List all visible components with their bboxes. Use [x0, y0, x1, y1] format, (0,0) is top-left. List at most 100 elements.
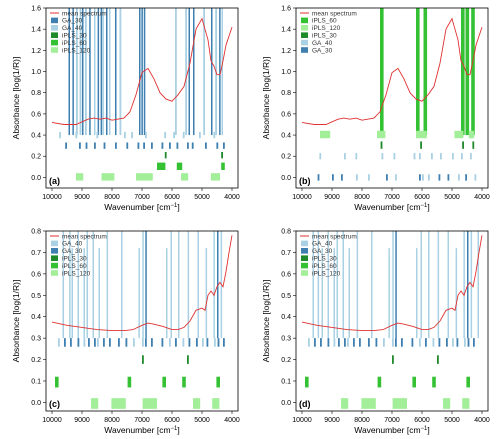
panel-0: 0.0 0.2 0.4 0.6 0.8 1.0 1.2 1.4 1.6 10000 9000 8000… [11, 6, 240, 213]
band-ga-30-1-2 [82, 8, 84, 136]
panel-1: 0.0 0.2 0.4 0.6 0.8 1.0 1.2 1.4 1.6 10000 9000 8000… [261, 6, 490, 213]
band-ga-40-0-1 [79, 8, 82, 136]
legend-swatch [301, 47, 308, 53]
band-ga-40-2-0 [59, 131, 61, 139]
band-ga-30-1-12 [193, 8, 195, 136]
band-ga-30-4-1 [320, 338, 322, 347]
y-tick-label: 0.8 [281, 229, 291, 236]
band-ga-40-2-2 [98, 248, 100, 339]
band-ga-40-0-7 [175, 8, 177, 136]
x-tick-label: 8000 [354, 417, 370, 424]
legend-entry: GA_30 [312, 47, 333, 54]
y-tick-label: 0.2 [281, 357, 291, 364]
band-ga-30-3-17 [223, 142, 225, 149]
band-ga-40-3-8 [214, 338, 216, 347]
legend-swatch [301, 17, 308, 24]
band-ga-40-0-4 [102, 8, 104, 136]
band-ipls-30-2-2 [462, 141, 464, 149]
band-ga-40-2-6 [164, 131, 166, 139]
band-ga-40-2-10 [213, 131, 216, 139]
legend-entry: mean spectrum [62, 233, 107, 240]
panel-label: (b) [299, 176, 311, 186]
band-ipls-60-6-1 [377, 376, 382, 388]
band-ga-40-2-3 [388, 248, 390, 339]
band-ipls-30-5-0 [392, 355, 394, 364]
x-axis-title: Wavenumber [cm−1] [354, 202, 430, 212]
band-ga-30-4-14 [196, 338, 198, 347]
band-ipls-60-0-2 [423, 8, 428, 136]
band-ga-40-5-1 [368, 174, 370, 181]
band-ga-30-4-9 [145, 338, 147, 347]
band-ga-40-3-0 [319, 153, 322, 160]
band-ga-40-0-2 [85, 8, 87, 136]
y-tick-label: 0.8 [281, 90, 291, 97]
band-ipls-30-4-1 [221, 152, 223, 159]
band-ga-30-4-16 [467, 338, 470, 347]
legend-swatch [301, 270, 308, 276]
legend-swatch [51, 255, 58, 261]
y-axis-title: Absorbance [log(1/R)] [261, 57, 271, 140]
band-ga-40-3-6 [419, 153, 421, 160]
band-ga-30-1-1 [72, 8, 74, 136]
band-ga-40-0-12 [213, 231, 215, 339]
band-ga-40-0-0 [312, 231, 314, 339]
band-ga-40-2-1 [333, 248, 335, 339]
legend-entry: iPLS_60 [62, 40, 87, 47]
y-tick-label: 0.6 [281, 111, 291, 118]
y-tick-label: 0.2 [31, 154, 41, 161]
band-ga-40-3-4 [393, 153, 396, 160]
band-ipls-120-1-1 [377, 130, 386, 139]
x-tick-label: 5000 [444, 417, 460, 424]
band-ga-40-2-5 [205, 248, 208, 339]
band-ga-30-3-0 [65, 142, 67, 149]
panel-2: 0.0 0.1 0.2 0.3 0.4 0.5 0.6 0.7 0.8 10000 9000 8000… [11, 229, 240, 436]
band-ga-40-3-4 [142, 338, 144, 347]
band-ipls-120-6-2 [136, 173, 153, 181]
band-ga-30-3-1 [79, 142, 81, 149]
band-ga-30-1-8 [139, 8, 141, 136]
band-ga-30-3-2 [85, 142, 88, 149]
x-tick-label: 5000 [444, 194, 460, 201]
band-ga-30-3-16 [216, 142, 219, 149]
band-ipls-60-0-4 [465, 8, 470, 136]
band-ga-40-0-6 [119, 8, 122, 136]
band-ga-30-4-2 [77, 338, 80, 347]
band-ipls-120-6-1 [101, 173, 115, 181]
band-ga-30-4-17 [223, 338, 225, 347]
band-ga-30-4-6 [447, 174, 450, 181]
band-ga-40-5-6 [474, 174, 477, 181]
legend: mean spectrumGA_40GA_30iPLS_30iPLS_60iPL… [300, 233, 357, 277]
band-ga-40-5-2 [395, 174, 397, 181]
band-ga-30-1-0 [145, 231, 147, 339]
legend-swatch [51, 39, 58, 46]
band-ga-40-3-0 [58, 338, 60, 347]
band-ga-40-0-4 [92, 231, 94, 339]
y-tick-label: 0.3 [281, 336, 291, 343]
band-ga-40-0-8 [420, 231, 422, 339]
band-ga-40-0-14 [477, 231, 479, 339]
x-tick-label: 6000 [414, 417, 430, 424]
band-ga-30-4-13 [188, 338, 191, 347]
band-ga-40-2-4 [166, 248, 168, 339]
band-ga-40-0-7 [392, 231, 394, 339]
y-tick-label: 0.5 [281, 293, 291, 300]
band-ipls-60-6-4 [216, 376, 220, 388]
band-ipls-30-2-3 [472, 141, 475, 149]
x-axis-title: Wavenumber [cm−1] [104, 425, 180, 435]
band-ipls-60-6-2 [162, 376, 166, 388]
band-ga-40-3-10 [461, 153, 463, 160]
x-tick-label: 9000 [74, 417, 90, 424]
legend-swatch [51, 47, 58, 53]
band-ipls-120-6-3 [181, 173, 189, 181]
y-tick-label: 1.0 [281, 69, 291, 76]
y-tick-label: 0.4 [281, 314, 291, 321]
legend-entry: iPLS_120 [62, 47, 91, 54]
y-tick-label: 1.6 [281, 6, 291, 13]
band-ipls-120-7-0 [91, 398, 99, 409]
band-ga-30-4-3 [338, 338, 340, 347]
band-ga-40-0-5 [109, 8, 111, 136]
band-ga-40-0-12 [463, 231, 465, 339]
band-ga-30-1-0 [395, 231, 397, 339]
band-ga-40-3-7 [431, 153, 433, 160]
y-tick-label: 0.0 [31, 400, 41, 407]
